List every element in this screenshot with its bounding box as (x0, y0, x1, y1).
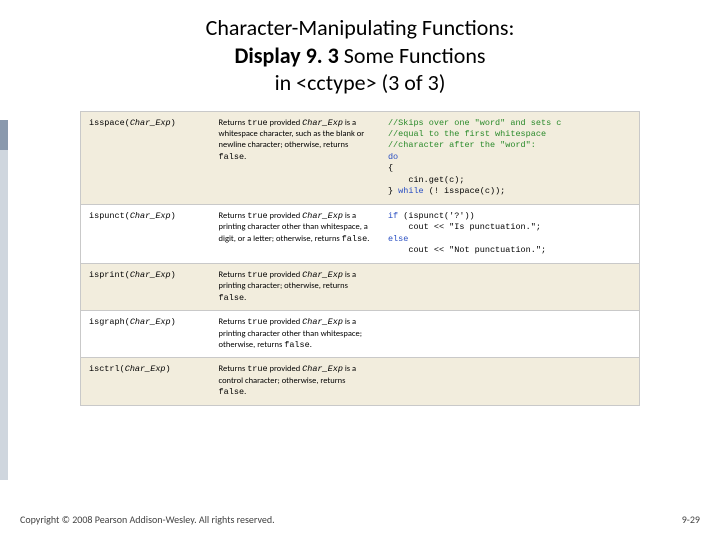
slide-sidebar (0, 120, 8, 480)
functions-table: isspace(Char_Exp)Returns true provided C… (80, 111, 640, 406)
table-row: isprint(Char_Exp)Returns true provided C… (81, 264, 639, 311)
function-example: if (ispunct('?')) cout << "Is punctuatio… (380, 205, 639, 263)
function-signature: isgraph(Char_Exp) (81, 311, 211, 357)
function-signature: isprint(Char_Exp) (81, 264, 211, 310)
table-row: ispunct(Char_Exp)Returns true provided C… (81, 205, 639, 264)
slide-sidebar-accent (0, 120, 8, 150)
function-signature: isspace(Char_Exp) (81, 112, 211, 204)
function-description: Returns true provided Char_Exp is a prin… (211, 311, 380, 357)
function-example (380, 358, 639, 404)
title-line2-bold: Display 9. 3 (235, 42, 339, 69)
page-number: 9-29 (682, 513, 700, 526)
table-row: isctrl(Char_Exp)Returns true provided Ch… (81, 358, 639, 404)
function-signature: isctrl(Char_Exp) (81, 358, 211, 404)
title-line3: in <cctype> (3 of 3) (275, 69, 446, 96)
title-line1: Character-Manipulating Functions: (206, 14, 515, 41)
function-description: Returns true provided Char_Exp is a prin… (211, 264, 380, 310)
function-example: //Skips over one "word" and sets c //equ… (380, 112, 639, 204)
function-signature: ispunct(Char_Exp) (81, 205, 211, 263)
copyright-text: Copyright © 2008 Pearson Addison-Wesley.… (20, 513, 275, 526)
slide-title: Character-Manipulating Functions: Displa… (20, 14, 700, 97)
function-description: Returns true provided Char_Exp is a whit… (211, 112, 380, 204)
function-description: Returns true provided Char_Exp is a prin… (211, 205, 380, 263)
function-example (380, 264, 639, 310)
title-line2-rest: Some Functions (339, 42, 486, 69)
function-description: Returns true provided Char_Exp is a cont… (211, 358, 380, 404)
table-row: isgraph(Char_Exp)Returns true provided C… (81, 311, 639, 358)
table-row: isspace(Char_Exp)Returns true provided C… (81, 112, 639, 205)
function-example (380, 311, 639, 357)
